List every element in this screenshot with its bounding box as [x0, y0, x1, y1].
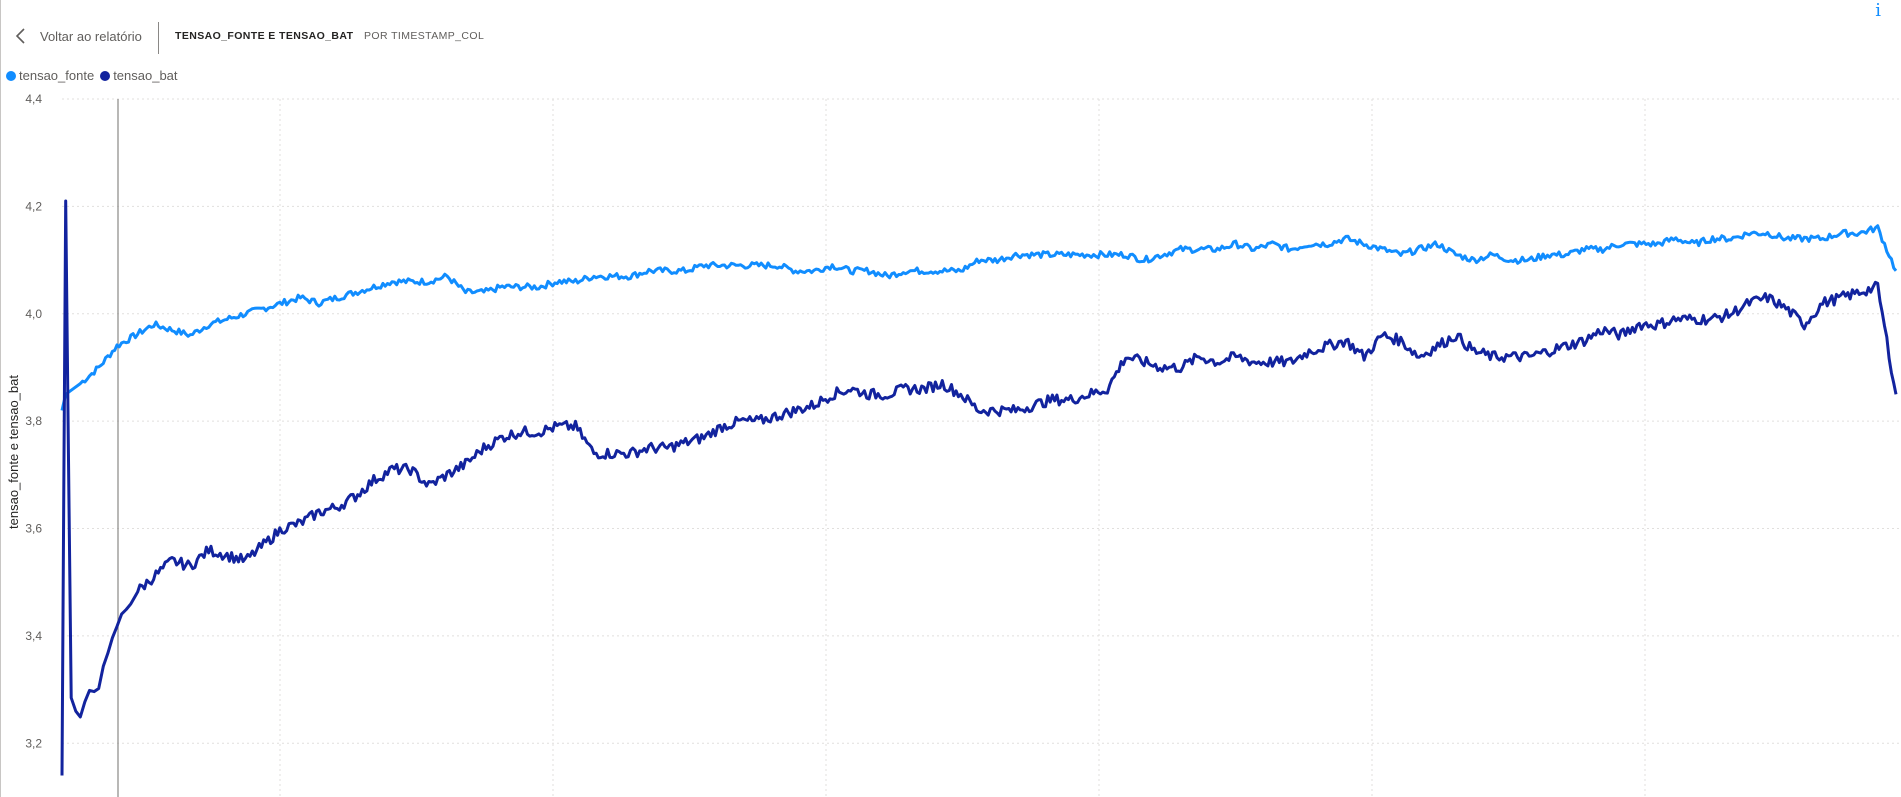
legend-dot-tensao-fonte [6, 70, 16, 81]
visual-header: Voltar ao relatório TENSAO_FONTE E TENSA… [0, 0, 1901, 72]
y-axis-ticks: 3,2 3,4 3,6 3,8 4,0 4,2 4,4 [25, 92, 42, 750]
legend-label-tensao-bat: tensao_bat [113, 68, 178, 83]
header-divider [158, 22, 159, 54]
y-tick-label: 4,2 [25, 199, 42, 213]
y-tick-label: 3,4 [25, 629, 42, 643]
back-to-report-label: Voltar ao relatório [40, 28, 142, 44]
series-lines[interactable] [60, 199, 1898, 776]
chart-subtitle: POR TIMESTAMP_COL [364, 30, 485, 42]
series-line-tensao-fonte[interactable] [60, 224, 1898, 411]
y-axis-title: tensao_fonte e tensao_bat [6, 375, 21, 529]
legend-dot-tensao-bat [100, 70, 111, 81]
series-line-tensao-bat[interactable] [60, 199, 1898, 776]
grid-lines [62, 98, 1901, 797]
info-icon[interactable]: i [1875, 0, 1881, 21]
canvas-left-border [0, 0, 1, 797]
chevron-left-icon [15, 28, 25, 44]
y-tick-label: 3,6 [25, 522, 42, 536]
legend-item-tensao-fonte[interactable]: tensao_fonte [6, 68, 94, 83]
chart-title: TENSAO_FONTE E TENSAO_BAT [175, 30, 354, 42]
y-tick-label: 4,0 [25, 307, 42, 321]
legend-item-tensao-bat[interactable]: tensao_bat [100, 68, 178, 83]
y-tick-label: 3,8 [25, 414, 42, 428]
y-tick-label: 4,4 [25, 92, 42, 106]
back-to-report-button[interactable]: Voltar ao relatório [14, 22, 142, 50]
chart-legend: tensao_fonte tensao_bat [6, 68, 184, 83]
y-tick-label: 3,2 [25, 736, 42, 750]
legend-label-tensao-fonte: tensao_fonte [19, 68, 95, 83]
